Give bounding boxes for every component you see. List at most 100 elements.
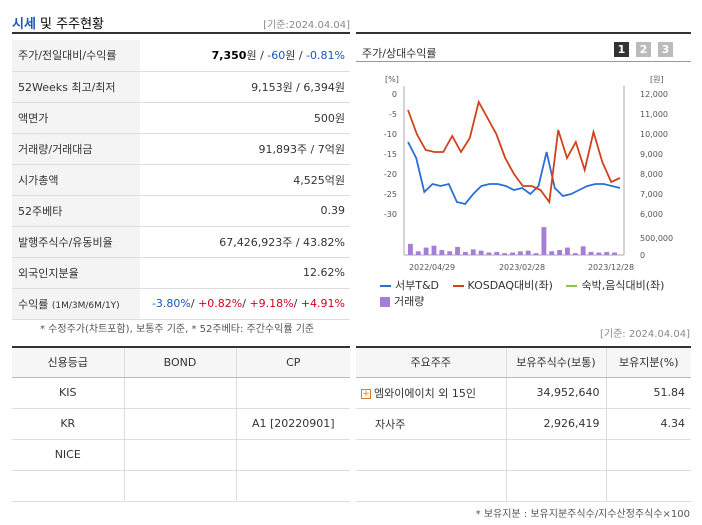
agency-cell — [12, 470, 124, 502]
row-label: 발행주식수/유동비율 — [12, 226, 140, 258]
volume-bar — [612, 252, 617, 255]
chart-tab-2[interactable]: 2 — [636, 42, 651, 57]
series-line-1 — [407, 99, 621, 205]
row-label: 52Weeks 최고/최저 — [12, 71, 140, 103]
price-footnote: * 수정주가(차트포함), 보통주 기준, * 52주베타: 주간수익률 기준 — [40, 324, 315, 335]
volume-bar — [447, 251, 453, 255]
right-tick-label: 7,000 — [640, 190, 663, 199]
volume-bar — [541, 227, 547, 255]
volume-bar — [596, 252, 602, 255]
row-value: 500원 — [140, 102, 350, 134]
row-label: 액면가 — [12, 102, 140, 134]
right-tick-label: 8,000 — [640, 170, 663, 179]
row-label: 52주베타 — [12, 195, 140, 227]
table-row — [356, 470, 691, 502]
right-tick-label: 11,000 — [640, 110, 668, 119]
agency-cell: KIS — [12, 377, 124, 409]
row-label: 시가총액 — [12, 164, 140, 196]
volume-bar — [517, 251, 523, 255]
legend-item[interactable]: 서부T&D — [380, 278, 439, 294]
legend-swatch — [380, 285, 391, 287]
pct-cell: 4.34 — [605, 408, 691, 440]
table-row: KIS — [12, 377, 350, 409]
chart-tab-3[interactable]: 3 — [658, 42, 673, 57]
volume-bar — [408, 243, 413, 255]
cp-cell — [235, 439, 350, 471]
legend-swatch — [452, 285, 464, 287]
row-label: 수익률 (1M/3M/6M/1Y) — [12, 288, 140, 320]
right-tick-label: 12,000 — [640, 90, 668, 99]
pct-cell: 51.84 — [605, 377, 691, 409]
volume-bar — [455, 246, 460, 255]
chart-title: 주가/상대수익률 — [362, 47, 437, 60]
table-row — [356, 439, 691, 471]
volume-bar — [533, 253, 539, 255]
bond-cell — [123, 470, 236, 502]
table-row: 52주베타 0.39 — [12, 195, 350, 227]
left-tick-label: -25 — [384, 190, 397, 199]
chart-tab-1[interactable]: 1 — [614, 42, 629, 57]
right-tick-label: 9,000 — [640, 150, 663, 159]
left-tick-label: -5 — [389, 110, 397, 119]
row-value: 0.39 — [140, 195, 350, 227]
bond-cell — [123, 408, 236, 440]
x-tick-label: 2022/04/29 — [409, 263, 455, 272]
bond-cell — [123, 377, 236, 409]
volume-bar — [557, 250, 563, 255]
holders-footnote: * 보유지분 : 보유지분주식수/지수산정주식수×100 — [475, 509, 690, 520]
holder-name-cell — [356, 470, 506, 502]
table-row: 52Weeks 최고/최저 9,153원 / 6,394원 — [12, 71, 350, 103]
series-line-0 — [407, 141, 621, 206]
table-row: 액면가 500원 — [12, 102, 350, 134]
volume-bar — [494, 251, 500, 255]
volume-bar — [478, 250, 484, 255]
volume-bar — [415, 251, 421, 255]
expand-icon[interactable]: + — [361, 388, 371, 399]
row-value: 67,426,923주 / 43.82% — [140, 226, 350, 258]
legend-item[interactable]: 숙박,음식대비(좌) — [566, 278, 664, 294]
column-header: 주요주주 — [356, 347, 506, 378]
table-header-row: 주요주주 보유주식수(보통) 보유지분(%) — [356, 347, 691, 378]
section-title: 시세 및 주주현황 — [12, 17, 104, 32]
table-row: 수익률 (1M/3M/6M/1Y) -3.80%/ +0.82%/ +9.18%… — [12, 288, 350, 320]
agency-cell: NICE — [12, 439, 124, 471]
x-tick-label: 2023/12/28 — [588, 263, 634, 272]
table-row: + 엠와이에이치 외 15인 34,952,640 51.84 — [356, 377, 691, 409]
returns-values: -3.80%/ +0.82%/ +9.18%/ +4.91% — [140, 288, 350, 320]
left-tick-label: -10 — [384, 130, 397, 139]
left-tick-label: -30 — [384, 210, 397, 219]
cp-cell — [235, 377, 350, 409]
right-tick-label: 10,000 — [640, 130, 668, 139]
table-header-row: 신용등급 BOND CP — [12, 347, 350, 378]
chart-legend: 서부T&D KOSDAQ대비(좌) 숙박,음식대비(좌) 거래량 — [380, 278, 690, 310]
pct-cell — [605, 470, 691, 502]
column-header: BOND — [123, 347, 236, 378]
base-date-right: [기준: 2024.04.04] — [599, 329, 690, 340]
legend-swatch — [566, 285, 578, 287]
holder-name-cell — [356, 439, 506, 471]
holder-name-cell: 자사주 — [356, 408, 506, 440]
right-axis-unit: [원] — [650, 75, 664, 84]
legend-item[interactable]: KOSDAQ대비(좌) — [452, 278, 553, 294]
left-tick-label: -15 — [384, 150, 397, 159]
legend-item[interactable]: 거래량 — [380, 294, 424, 310]
row-value: 9,153원 / 6,394원 — [140, 71, 350, 103]
column-header: 보유지분(%) — [605, 347, 691, 378]
column-header: 신용등급 — [12, 347, 124, 378]
volume-tick-label: 0 — [640, 251, 645, 260]
price-table: 주가/전일대비/수익률 7,350원 / -60원 / -0.81% 52Wee… — [12, 40, 350, 320]
volume-tick-label: 500,000 — [640, 234, 673, 243]
row-label: 거래량/거래대금 — [12, 133, 140, 165]
table-row: 주가/전일대비/수익률 7,350원 / -60원 / -0.81% — [12, 40, 350, 72]
table-row: 거래량/거래대금 91,893주 / 7억원 — [12, 133, 350, 165]
volume-bar — [470, 249, 476, 255]
credit-rating-table: 신용등급 BOND CP KIS KR A1 [20220901] NICE — [12, 346, 350, 502]
volume-bar — [462, 251, 468, 255]
row-value: 4,525억원 — [140, 164, 350, 196]
volume-bar — [588, 251, 594, 255]
row-value: 12.62% — [140, 257, 350, 289]
column-header: CP — [235, 347, 350, 378]
agency-cell: KR — [12, 408, 124, 440]
table-row: 외국인지분율 12.62% — [12, 257, 350, 289]
row-label: 외국인지분율 — [12, 257, 140, 289]
